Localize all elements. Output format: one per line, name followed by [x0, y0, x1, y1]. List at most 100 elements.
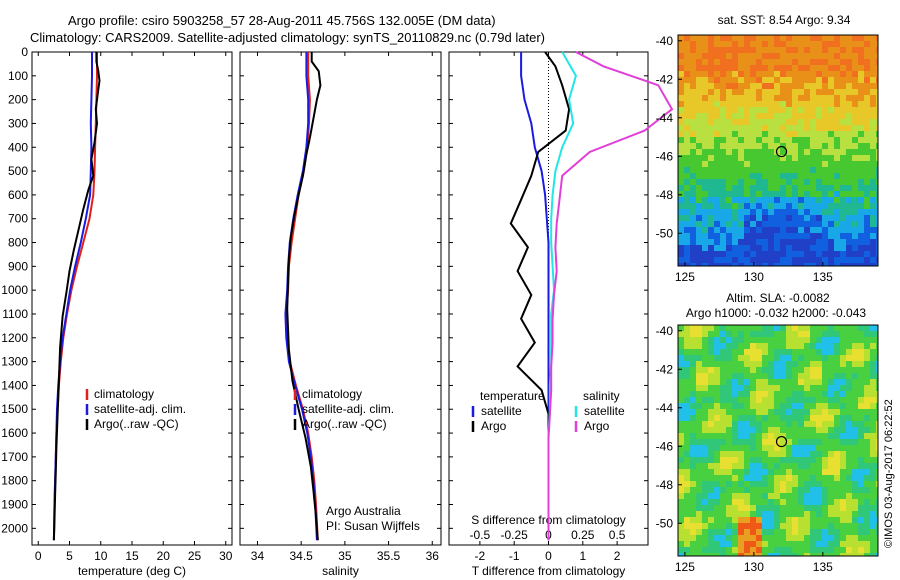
map-cell — [738, 233, 744, 239]
map-cell — [858, 361, 864, 367]
map-cell — [786, 155, 792, 161]
map-cell — [720, 119, 726, 125]
map-cell — [678, 143, 684, 149]
map-cell — [822, 173, 828, 179]
map-cell — [792, 95, 798, 101]
map-cell — [702, 149, 708, 155]
map-cell — [702, 325, 708, 331]
map-cell — [834, 481, 840, 487]
map-cell — [780, 191, 786, 197]
map-cell — [804, 173, 810, 179]
map-cell — [768, 439, 774, 445]
map-y-tick-label: -44 — [656, 401, 674, 415]
map-cell — [696, 361, 702, 367]
map-cell — [864, 113, 870, 119]
map-cell — [678, 83, 684, 89]
map-cell — [840, 361, 846, 367]
map-cell — [846, 535, 852, 541]
map-cell — [852, 379, 858, 385]
map-cell — [876, 553, 878, 556]
map-cell — [750, 421, 756, 427]
map-cell — [840, 343, 846, 349]
map-cell — [714, 505, 720, 511]
map-cell — [816, 343, 822, 349]
map-cell — [750, 331, 756, 337]
map-cell — [780, 71, 786, 77]
map-cell — [684, 95, 690, 101]
map-cell — [720, 41, 726, 47]
map-cell — [864, 59, 870, 65]
map-cell — [864, 427, 870, 433]
map-cell — [702, 541, 708, 547]
map-cell — [786, 125, 792, 131]
map-cell — [738, 511, 744, 517]
map-cell — [876, 427, 878, 433]
map-cell — [690, 391, 696, 397]
map-cell — [696, 355, 702, 361]
map-cell — [822, 445, 828, 451]
map-cell — [744, 65, 750, 71]
map-cell — [702, 553, 708, 556]
map-cell — [732, 331, 738, 337]
map-y-tick-label: -50 — [656, 516, 674, 530]
map-cell — [702, 475, 708, 481]
map-cell — [810, 475, 816, 481]
map-cell — [816, 511, 822, 517]
map-cell — [756, 185, 762, 191]
map-cell — [846, 505, 852, 511]
map-cell — [834, 113, 840, 119]
map-cell — [714, 71, 720, 77]
map-cell — [708, 209, 714, 215]
map-cell — [816, 337, 822, 343]
map-cell — [852, 53, 858, 59]
map-cell — [732, 149, 738, 155]
map-cell — [762, 119, 768, 125]
map-cell — [750, 137, 756, 143]
map-cell — [822, 47, 828, 53]
watermark: ©IMOS 03-Aug-2017 06:22:52 — [883, 399, 895, 548]
map-cell — [840, 355, 846, 361]
map-cell — [834, 47, 840, 53]
map-cell — [804, 379, 810, 385]
map-cell — [738, 245, 744, 251]
map-cell — [822, 125, 828, 131]
map-cell — [822, 367, 828, 373]
map-cell — [732, 143, 738, 149]
map-cell — [798, 167, 804, 173]
map-cell — [738, 517, 744, 523]
map-cell — [810, 469, 816, 475]
map-cell — [684, 167, 690, 173]
map-cell — [750, 203, 756, 209]
map-cell — [816, 373, 822, 379]
map-cell — [684, 245, 690, 251]
map-cell — [690, 239, 696, 245]
map-cell — [744, 161, 750, 167]
map-cell — [690, 355, 696, 361]
map-cell — [834, 451, 840, 457]
map-cell — [786, 119, 792, 125]
map-cell — [690, 325, 696, 331]
y-tick-label: 1600 — [1, 426, 28, 440]
map-cell — [714, 263, 720, 266]
map-cell — [762, 35, 768, 41]
map-cell — [864, 529, 870, 535]
map-cell — [726, 535, 732, 541]
map-cell — [834, 409, 840, 415]
map-cell — [816, 391, 822, 397]
map-cell — [822, 155, 828, 161]
map-cell — [690, 367, 696, 373]
map-cell — [696, 77, 702, 83]
map-cell — [702, 113, 708, 119]
map-cell — [786, 233, 792, 239]
map-cell — [678, 547, 684, 553]
map-cell — [726, 161, 732, 167]
map-cell — [726, 385, 732, 391]
map-cell — [732, 197, 738, 203]
map-cell — [870, 71, 876, 77]
map-cell — [876, 385, 878, 391]
map-cell — [822, 475, 828, 481]
map-cell — [774, 481, 780, 487]
map-cell — [816, 547, 822, 553]
map-cell — [684, 421, 690, 427]
map-cell — [828, 173, 834, 179]
